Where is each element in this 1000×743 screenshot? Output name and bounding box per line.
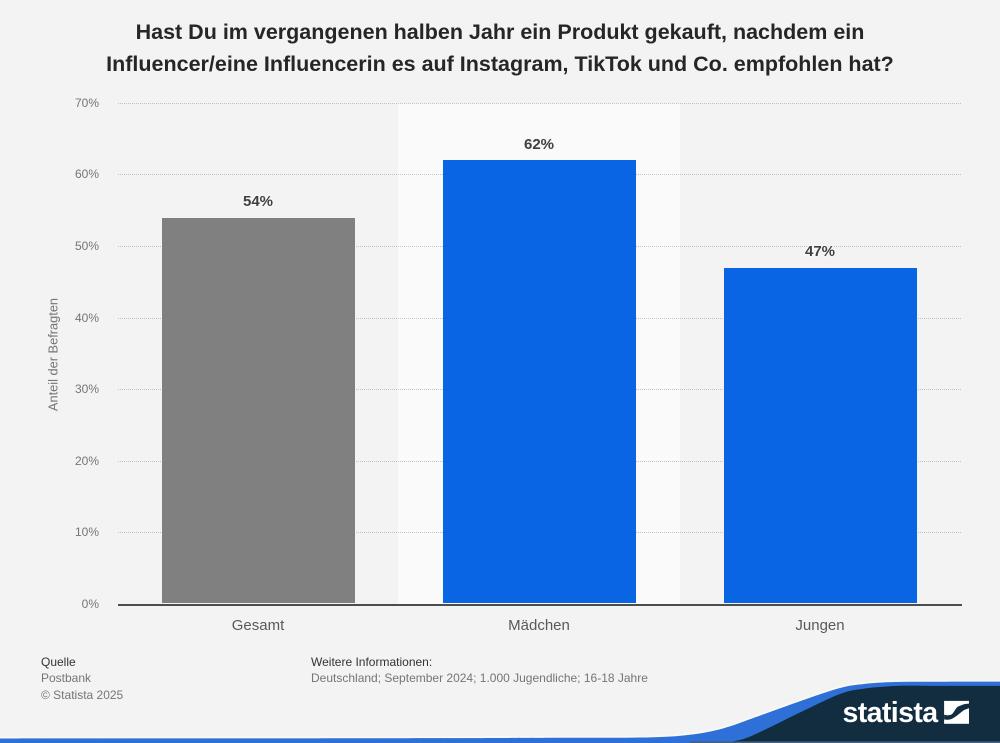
svg-text:statista: statista <box>843 697 940 729</box>
